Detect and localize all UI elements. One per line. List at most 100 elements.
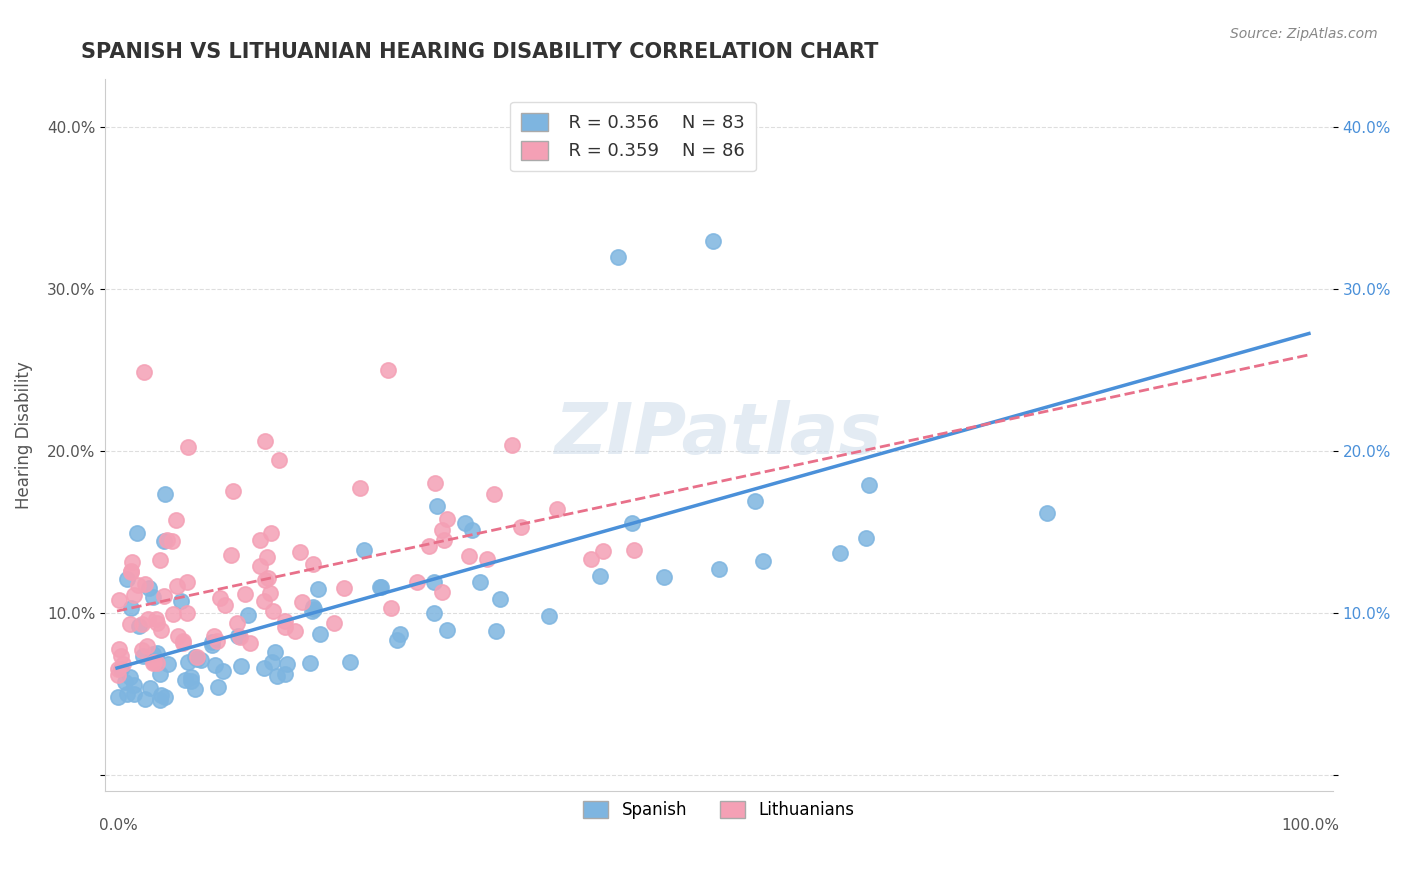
Spanish: [307, 582, 329, 597]
Spanish: [468, 575, 491, 590]
Lithuanians: [118, 617, 141, 632]
Lithuanians: [239, 636, 262, 650]
Lithuanians: [120, 564, 142, 578]
Lithuanians: [579, 552, 602, 566]
Lithuanians: [145, 612, 167, 626]
Spanish: [537, 609, 560, 624]
Spanish: [122, 678, 145, 692]
Spanish: [207, 680, 229, 694]
Legend: Spanish, Lithuanians: Spanish, Lithuanians: [576, 794, 862, 826]
Lithuanians: [146, 656, 169, 670]
Lithuanians: [176, 575, 198, 590]
Spanish: [170, 594, 193, 608]
Spanish: [274, 666, 297, 681]
Lithuanians: [131, 616, 153, 631]
Spanish: [422, 575, 444, 590]
Spanish: [830, 546, 852, 560]
Spanish: [149, 688, 172, 702]
Spanish: [211, 665, 233, 679]
Spanish: [266, 669, 288, 683]
Lithuanians: [254, 573, 277, 587]
Lithuanians: [432, 585, 454, 599]
Lithuanians: [120, 565, 142, 579]
Spanish: [858, 478, 880, 492]
Lithuanians: [153, 590, 176, 604]
Spanish: [454, 516, 477, 531]
Spanish: [460, 523, 482, 537]
Lithuanians: [291, 595, 314, 609]
Spanish: [621, 516, 644, 530]
Lithuanians: [546, 502, 568, 516]
Lithuanians: [110, 648, 132, 663]
Spanish: [157, 657, 180, 671]
Lithuanians: [436, 512, 458, 526]
Spanish: [121, 600, 143, 615]
Spanish: [153, 487, 176, 501]
Spanish: [228, 629, 250, 643]
Spanish: [177, 655, 200, 669]
Lithuanians: [135, 639, 157, 653]
Lithuanians: [107, 668, 129, 682]
Spanish: [368, 580, 391, 594]
Lithuanians: [509, 520, 531, 534]
Spanish: [115, 572, 138, 586]
Lithuanians: [249, 533, 271, 547]
Spanish: [146, 646, 169, 660]
Lithuanians: [142, 657, 165, 671]
Spanish: [118, 670, 141, 684]
Text: 100.0%: 100.0%: [1281, 818, 1339, 833]
Lithuanians: [233, 587, 256, 601]
Lithuanians: [256, 550, 278, 565]
Lithuanians: [162, 607, 184, 621]
Spanish: [423, 606, 446, 620]
Spanish: [231, 659, 253, 673]
Spanish: [138, 581, 160, 595]
Lithuanians: [122, 588, 145, 602]
Spanish: [153, 534, 176, 549]
Spanish: [122, 687, 145, 701]
Spanish: [201, 635, 224, 649]
Lithuanians: [162, 533, 184, 548]
Spanish: [134, 692, 156, 706]
Lithuanians: [111, 657, 134, 672]
Lithuanians: [136, 612, 159, 626]
Lithuanians: [127, 578, 149, 592]
Spanish: [589, 569, 612, 583]
Lithuanians: [121, 555, 143, 569]
Lithuanians: [186, 650, 208, 665]
Spanish: [204, 657, 226, 672]
Lithuanians: [226, 616, 249, 631]
Lithuanians: [257, 571, 280, 585]
Spanish: [385, 633, 408, 648]
Lithuanians: [425, 475, 447, 490]
Lithuanians: [167, 629, 190, 643]
Lithuanians: [107, 662, 129, 676]
Lithuanians: [332, 582, 354, 596]
Lithuanians: [254, 434, 277, 448]
Lithuanians: [172, 636, 194, 650]
Lithuanians: [418, 539, 440, 553]
Lithuanians: [349, 481, 371, 495]
Spanish: [855, 531, 877, 545]
Lithuanians: [322, 615, 344, 630]
Lithuanians: [249, 558, 271, 573]
Lithuanians: [501, 438, 523, 452]
Spanish: [114, 674, 136, 689]
Lithuanians: [458, 549, 481, 564]
Spanish: [388, 626, 411, 640]
Lithuanians: [166, 579, 188, 593]
Lithuanians: [176, 607, 198, 621]
Spanish: [370, 580, 392, 594]
Spanish: [260, 655, 283, 669]
Text: ZIPatlas: ZIPatlas: [555, 401, 883, 469]
Spanish: [115, 687, 138, 701]
Spanish: [484, 624, 506, 639]
Spanish: [302, 599, 325, 614]
Lithuanians: [134, 366, 156, 380]
Spanish: [174, 673, 197, 688]
Spanish: [138, 681, 160, 695]
Lithuanians: [208, 591, 231, 606]
Lithuanians: [134, 577, 156, 591]
Spanish: [107, 690, 129, 704]
Spanish: [702, 234, 724, 248]
